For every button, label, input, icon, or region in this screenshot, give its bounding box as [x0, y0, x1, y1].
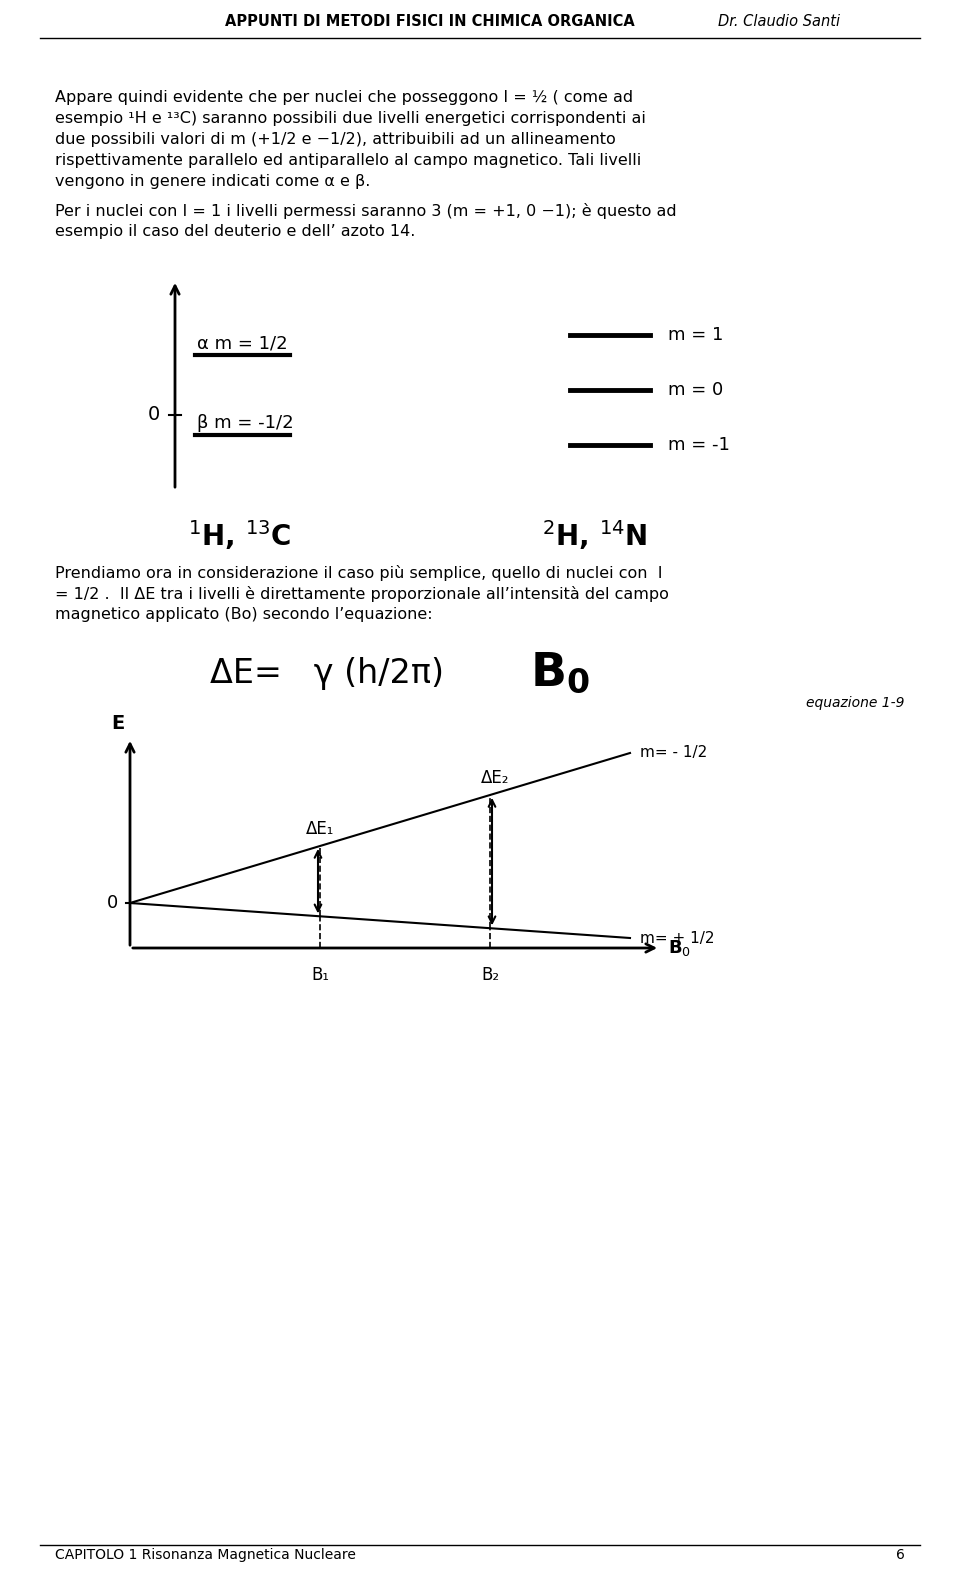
Text: α m = 1/2: α m = 1/2 — [197, 334, 288, 351]
Text: ΔE=   γ (h/2π): ΔE= γ (h/2π) — [210, 656, 455, 689]
Text: E: E — [111, 714, 125, 733]
Text: 6: 6 — [896, 1549, 905, 1563]
Text: m = 1: m = 1 — [668, 326, 724, 344]
Text: esempio ¹H e ¹³C) saranno possibili due livelli energetici corrispondenti ai: esempio ¹H e ¹³C) saranno possibili due … — [55, 111, 646, 126]
Text: m = 0: m = 0 — [668, 381, 723, 399]
Text: 0: 0 — [148, 405, 160, 425]
Text: ΔE₂: ΔE₂ — [481, 769, 509, 788]
Text: $^1$H, $^{13}$C: $^1$H, $^{13}$C — [188, 518, 292, 552]
Text: $^2$H, $^{14}$N: $^2$H, $^{14}$N — [542, 518, 648, 552]
Text: ΔE₁: ΔE₁ — [306, 821, 334, 838]
Text: = 1/2 .  Il ΔE tra i livelli è direttamente proporzionale all’intensità del camp: = 1/2 . Il ΔE tra i livelli è direttamen… — [55, 585, 669, 602]
Text: B₂: B₂ — [481, 967, 499, 984]
Text: APPUNTI DI METODI FISICI IN CHIMICA ORGANICA: APPUNTI DI METODI FISICI IN CHIMICA ORGA… — [226, 14, 635, 30]
Text: Prendiamo ora in considerazione il caso più semplice, quello di nuclei con  I: Prendiamo ora in considerazione il caso … — [55, 565, 662, 581]
Text: rispettivamente parallelo ed antiparallelo al campo magnetico. Tali livelli: rispettivamente parallelo ed antiparalle… — [55, 154, 641, 168]
Text: Per i nuclei con I = 1 i livelli permessi saranno 3 (m = +1, 0 −1); è questo ad: Per i nuclei con I = 1 i livelli permess… — [55, 202, 677, 220]
Text: m = -1: m = -1 — [668, 436, 730, 453]
Text: magnetico applicato (Bo) secondo l’equazione:: magnetico applicato (Bo) secondo l’equaz… — [55, 607, 433, 621]
Text: Appare quindi evidente che per nuclei che posseggono I = ½ ( come ad: Appare quindi evidente che per nuclei ch… — [55, 89, 634, 105]
Text: $\mathbf{B_0}$: $\mathbf{B_0}$ — [530, 651, 590, 695]
Text: m= - 1/2: m= - 1/2 — [640, 745, 708, 761]
Text: m= + 1/2: m= + 1/2 — [640, 930, 714, 946]
Text: B₁: B₁ — [311, 967, 329, 984]
Text: esempio il caso del deuterio e dell’ azoto 14.: esempio il caso del deuterio e dell’ azo… — [55, 224, 416, 238]
Text: Dr. Claudio Santi: Dr. Claudio Santi — [718, 14, 840, 30]
Text: vengono in genere indicati come α e β.: vengono in genere indicati come α e β. — [55, 174, 371, 188]
Text: 0: 0 — [107, 894, 118, 912]
Text: due possibili valori di m (+1/2 e −1/2), attribuibili ad un allineamento: due possibili valori di m (+1/2 e −1/2),… — [55, 132, 615, 147]
Text: CAPITOLO 1 Risonanza Magnetica Nucleare: CAPITOLO 1 Risonanza Magnetica Nucleare — [55, 1549, 356, 1563]
Text: equazione 1-9: equazione 1-9 — [806, 697, 905, 711]
Text: B$_0$: B$_0$ — [668, 938, 691, 959]
Text: β m = -1/2: β m = -1/2 — [197, 414, 294, 431]
